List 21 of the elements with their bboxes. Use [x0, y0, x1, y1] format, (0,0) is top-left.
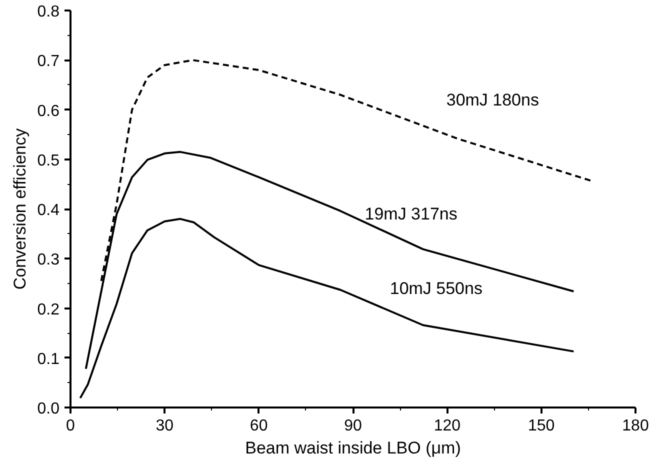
y-tick-label: 0.8 — [37, 4, 60, 20]
y-tick-label: 0.5 — [37, 152, 60, 170]
x-tick-label: 150 — [528, 418, 555, 434]
x-axis-title: Beam waist inside LBO (μm) — [245, 438, 461, 458]
series-label: 19mJ 317ns — [364, 204, 458, 224]
y-tick-label: 0.7 — [37, 53, 60, 70]
x-tick-label: 120 — [434, 418, 461, 434]
y-tick-label: 0.2 — [37, 301, 60, 318]
y-tick-label: 0.1 — [37, 350, 60, 368]
y-tick-label: 0.4 — [37, 202, 60, 219]
x-tick-label: 60 — [250, 418, 268, 434]
y-tick-label: 0.6 — [37, 102, 60, 120]
y-tick-label: 0.3 — [37, 252, 60, 269]
x-tick-label: 90 — [344, 418, 362, 434]
x-tick-label: 0 — [66, 418, 76, 434]
series-label: 10mJ 550ns — [390, 278, 482, 298]
x-tick-label: 30 — [156, 418, 174, 434]
y-tick-label: 0.0 — [37, 400, 60, 418]
series-label: 30mJ 180ns — [446, 90, 539, 110]
y-axis-title: Conversion efficiency — [10, 128, 30, 290]
x-tick-label: 180 — [622, 418, 649, 434]
